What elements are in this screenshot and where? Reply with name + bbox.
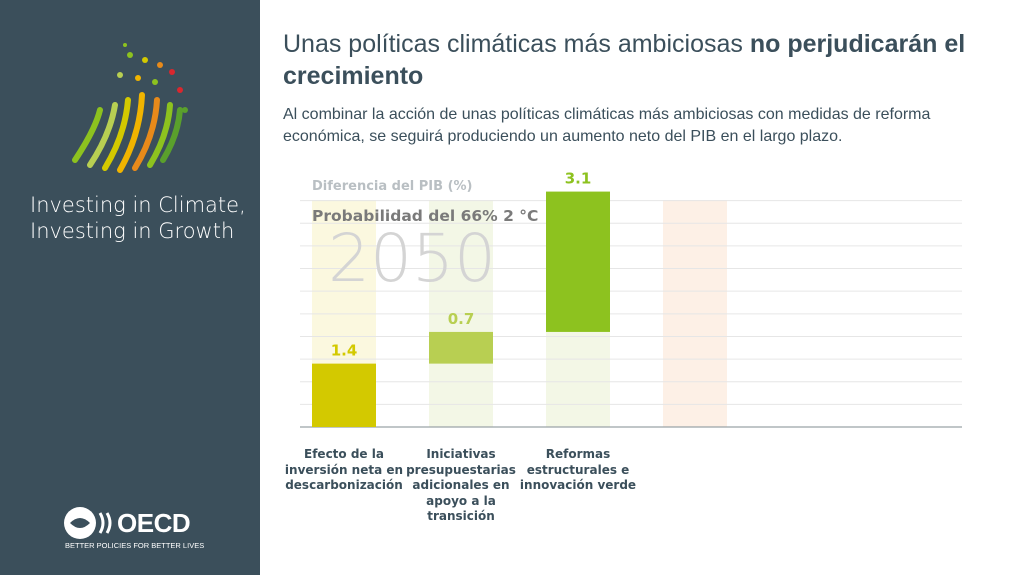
sidebar: Investing in Climate, Investing in Growt… [0,0,260,575]
title-bold: no perjudicarán el crecimiento [283,30,966,90]
value-label: 1.4 [331,342,358,360]
title: Unas políticas climáticas más ambiciosas… [283,28,983,92]
title-text: Unas políticas climáticas más ambiciosas [283,30,743,58]
value-label: 0.7 [448,310,475,328]
category-label: Iniciativas presupuestarias adicionales … [406,447,516,523]
annotation: Probabilidad del 66% 2 °C [312,207,538,225]
category-label: Efecto de la inversión neta en descarbon… [284,447,404,492]
oecd-tagline: BETTER POLICIES FOR BETTER LIVES [65,541,205,550]
oecd-emblem [64,507,112,539]
bar [429,331,493,364]
year-watermark: 2050 [328,220,496,297]
sidebar-title: Investing in Climate, Investing in Growt… [30,193,246,243]
bar [312,363,376,427]
logo-graphic [72,43,188,173]
oecd-logo: OECD [117,508,191,538]
bar [546,191,610,332]
subtitle: Al combinar la acción de unas políticas … [283,106,931,145]
y-axis-label: Diferencia del PIB (%) [312,179,472,194]
value-label: 3.1 [565,170,592,188]
category-label: Reformas estructurales e innovación verd… [519,447,637,492]
